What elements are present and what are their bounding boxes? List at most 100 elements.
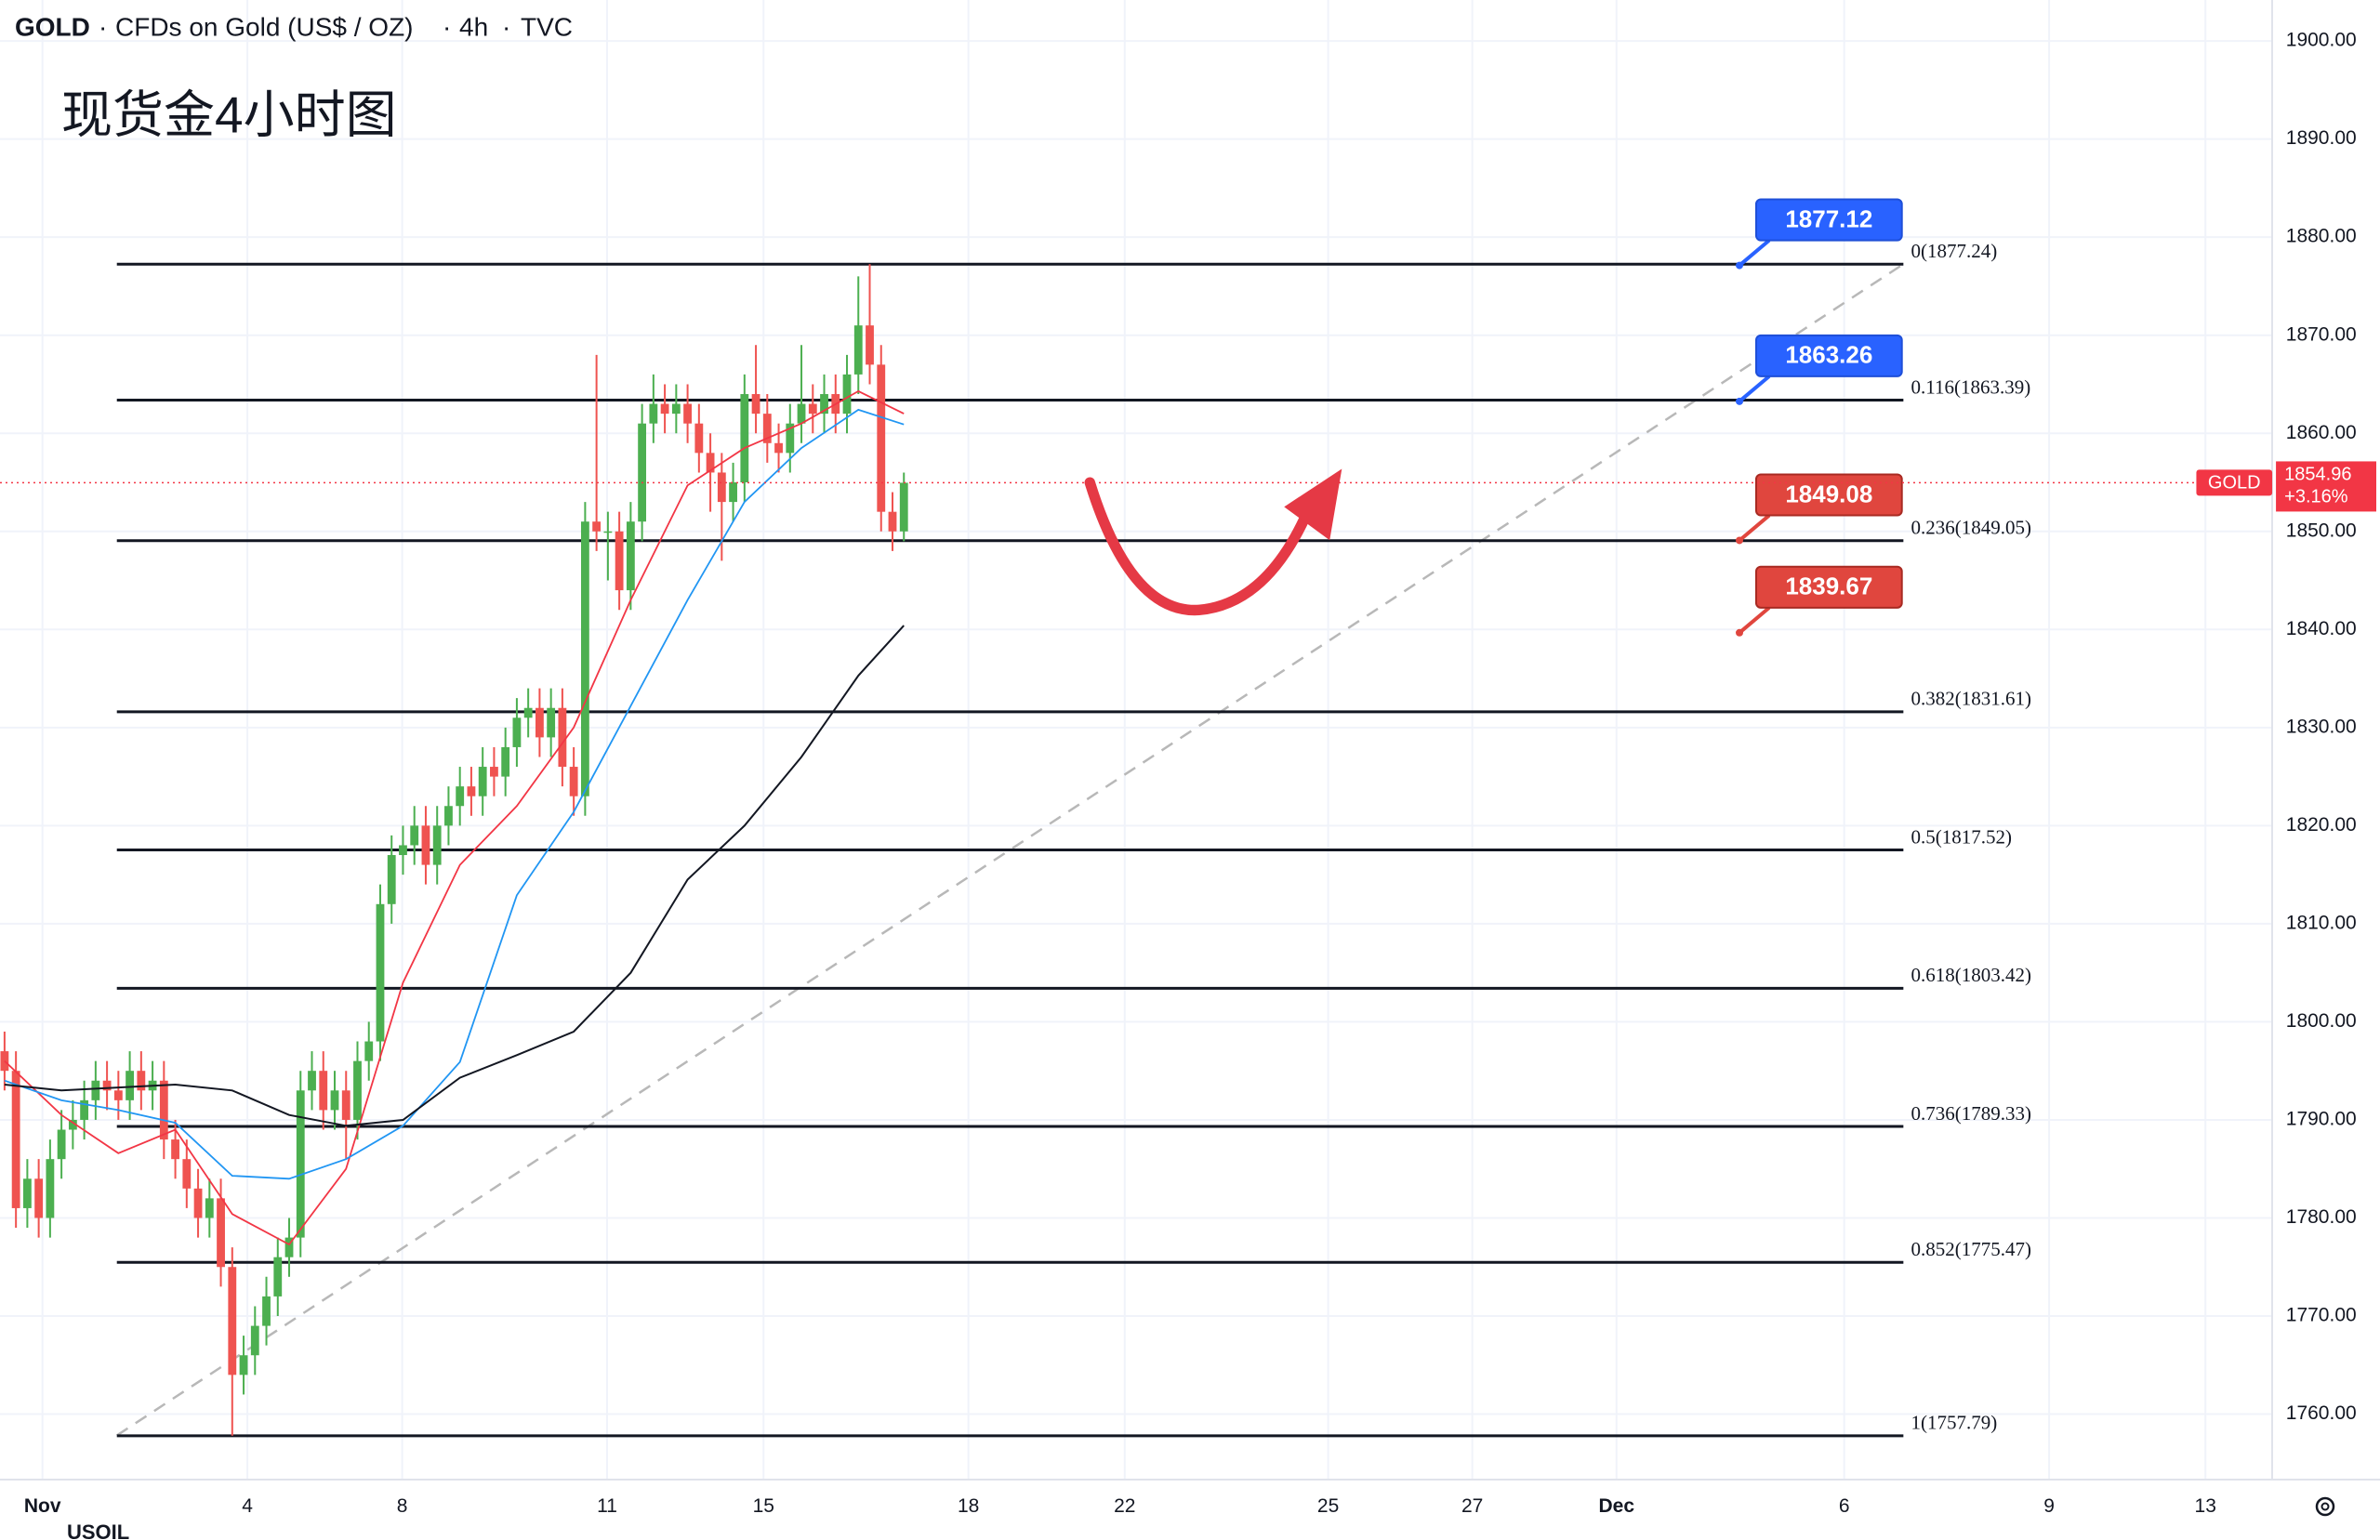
- callout-box: [1754, 473, 1903, 517]
- plot: 0(1877.24) 0.116(1863.39) 0.236(1849.05) 0.…: [0, 198, 2273, 1438]
- callout-label: 1839.67: [1785, 573, 1872, 600]
- candle-body: [364, 1041, 374, 1061]
- fib-level-label: 0(1877.24): [1911, 240, 1998, 262]
- candle-body: [888, 511, 897, 532]
- candle-body: [113, 1090, 123, 1100]
- candle-body: [649, 403, 658, 424]
- y-tick-label: 1840.00: [2286, 618, 2357, 639]
- x-tick-label: 11: [597, 1495, 617, 1517]
- candle-body: [421, 825, 430, 865]
- x-tick-label: 13: [2195, 1495, 2216, 1517]
- candle-body: [523, 707, 533, 718]
- candle-body: [762, 414, 772, 443]
- candle-body: [774, 442, 783, 454]
- candle-body: [137, 1071, 146, 1091]
- settings-icon[interactable]: [2315, 1496, 2335, 1517]
- candle-body: [478, 767, 487, 796]
- candle-body: [660, 403, 669, 415]
- fib-level-label: 1(1757.79): [1911, 1412, 1998, 1434]
- candle-body: [558, 707, 567, 768]
- x-tick-label: 6: [1839, 1495, 1850, 1517]
- fib-level-label: 0.618(1803.42): [1911, 964, 2032, 986]
- candle-body: [899, 482, 908, 532]
- candle-body: [341, 1090, 350, 1120]
- moving-average: [4, 625, 905, 1127]
- y-tick-label: 1820.00: [2286, 814, 2357, 836]
- candle-body: [797, 403, 806, 424]
- candle-body: [376, 903, 385, 1042]
- symbol-tag: [2196, 469, 2273, 496]
- x-tick-label: Nov: [24, 1495, 61, 1517]
- separator: ·: [99, 12, 107, 41]
- callout-point: [1736, 536, 1744, 545]
- candle-body: [46, 1159, 55, 1218]
- callout-label: 1849.08: [1785, 480, 1872, 507]
- callout-pointer: [1738, 606, 1771, 635]
- symbol: GOLD: [15, 12, 90, 41]
- candle-body: [615, 531, 624, 591]
- candle-body: [193, 1188, 203, 1218]
- candle-body: [706, 453, 715, 473]
- candle-body: [284, 1237, 294, 1257]
- candle-body: [456, 786, 465, 807]
- fib-level-label: 0.736(1789.33): [1911, 1102, 2032, 1125]
- fib-level-label: 0.382(1831.61): [1911, 688, 2032, 710]
- candle-body: [786, 423, 795, 454]
- callout-point: [1736, 397, 1744, 405]
- y-tick-label: 1900.00: [2286, 30, 2357, 51]
- candle-body: [569, 767, 578, 796]
- candle-body: [273, 1257, 283, 1296]
- candle-body: [626, 521, 635, 591]
- y-tick-label: 1870.00: [2286, 323, 2357, 345]
- candle-body: [228, 1267, 237, 1375]
- moving-average: [4, 408, 905, 1180]
- candle-body: [683, 403, 692, 424]
- forecast-arrow: [1084, 468, 1342, 616]
- candle-body: [853, 325, 863, 375]
- y-tick-label: 1860.00: [2286, 422, 2357, 443]
- chart-title: 现货金4小时图: [61, 86, 397, 144]
- candle-body: [740, 394, 749, 483]
- fib-level-label: 0.5(1817.52): [1911, 825, 2013, 848]
- gear[interactable]: [2315, 1496, 2335, 1517]
- candle-body: [694, 423, 704, 454]
- y-tick-label: 1880.00: [2286, 226, 2357, 247]
- x-tick-label: 4: [242, 1495, 253, 1517]
- candle-body: [432, 825, 442, 865]
- candle-body: [603, 531, 613, 533]
- candle-body: [22, 1178, 32, 1208]
- y-tick-label: 1890.00: [2286, 127, 2357, 149]
- candle-body: [68, 1119, 77, 1130]
- x-tick-label: Dec: [1599, 1495, 1635, 1517]
- y-tick-label: 1790.00: [2286, 1109, 2357, 1130]
- candle-body: [308, 1071, 316, 1091]
- candle-body: [501, 746, 510, 777]
- candle-body: [353, 1060, 362, 1120]
- candle-body: [171, 1139, 179, 1160]
- x-tick-label: 25: [1317, 1495, 1339, 1517]
- candle-body: [444, 806, 453, 826]
- y-tick-label: 1850.00: [2286, 520, 2357, 541]
- callout-pointer: [1738, 514, 1771, 543]
- candle-body: [410, 825, 419, 846]
- price-tag-change: +3.16%: [2284, 487, 2348, 507]
- callout-box: [1754, 334, 1903, 377]
- fib-level-label: 0.852(1775.47): [1911, 1238, 2032, 1260]
- candle-body: [512, 717, 522, 747]
- candle-body: [399, 845, 407, 856]
- candle-body: [34, 1178, 44, 1218]
- callout-point: [1736, 261, 1744, 270]
- x-tick-label: 15: [753, 1495, 774, 1517]
- interval: 4h: [459, 12, 488, 41]
- candle-body: [217, 1198, 225, 1268]
- callout-label: 1877.12: [1785, 204, 1872, 232]
- gear-center[interactable]: [2320, 1502, 2330, 1511]
- candle-body: [296, 1090, 305, 1238]
- candle-body: [808, 403, 817, 415]
- y-tick-label: 1810.00: [2286, 912, 2357, 933]
- y-tick-label: 1780.00: [2286, 1206, 2357, 1228]
- candle-body: [820, 394, 828, 415]
- candle-body: [126, 1071, 134, 1100]
- candle-body: [467, 786, 476, 796]
- x-tick-label: 27: [1461, 1495, 1483, 1517]
